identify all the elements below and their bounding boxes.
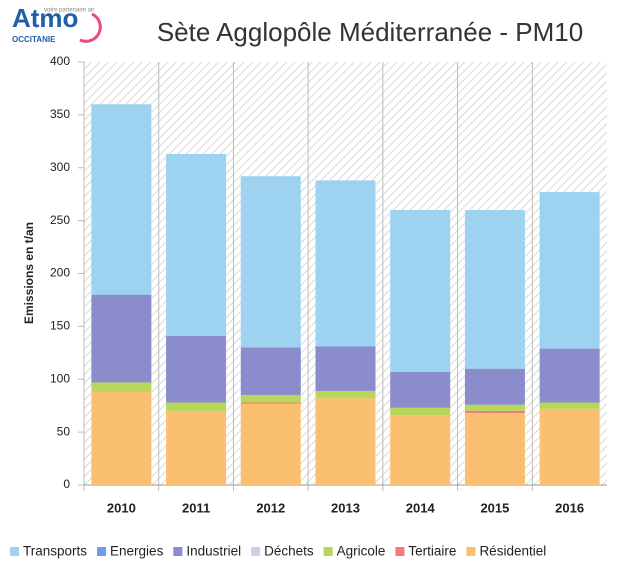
bar-segment [240, 176, 301, 348]
bar-segment [166, 402, 227, 411]
bar-segment [539, 402, 600, 409]
legend-label: Energies [110, 544, 164, 559]
x-tick-label: 2014 [406, 500, 436, 515]
x-tick-label: 2016 [555, 500, 584, 515]
bar-segment [464, 210, 525, 369]
y-tick-label: 350 [50, 107, 70, 121]
bar-segment [240, 395, 301, 403]
legend-label: Résidentiel [479, 544, 546, 559]
x-tick-label: 2010 [107, 500, 136, 515]
bar-segment [464, 413, 525, 485]
bar-segment [539, 348, 600, 403]
legend-label: Déchets [264, 544, 314, 559]
y-tick-label: 100 [50, 371, 70, 385]
y-tick-label: 150 [50, 319, 70, 333]
legend-swatch [466, 547, 476, 556]
bar-segment [464, 410, 525, 414]
bar-segment [390, 407, 451, 416]
y-tick-label: 300 [50, 160, 70, 174]
x-tick-label: 2015 [480, 500, 509, 515]
bar-segment [166, 410, 227, 485]
y-tick-label: 0 [63, 477, 70, 491]
bar-segment [390, 415, 451, 485]
y-tick-label: 250 [50, 213, 70, 227]
bar-segment [91, 391, 152, 485]
y-axis-label: Emissions en t/an [22, 222, 36, 324]
logo-name: Atmo [12, 3, 78, 33]
chart-title: Sète Agglopôle Méditerranée - PM10 [157, 17, 583, 47]
legend-swatch [173, 547, 183, 556]
bar-segment [166, 335, 227, 403]
x-tick-label: 2012 [256, 500, 285, 515]
legend-swatch [395, 547, 405, 556]
bar-segment [464, 368, 525, 405]
legend-label: Agricole [337, 544, 386, 559]
bar-segment [315, 346, 376, 391]
bar-segment [166, 154, 227, 336]
bar-segment [390, 371, 451, 408]
x-tick-label: 2013 [331, 500, 360, 515]
legend-label: Industriel [186, 544, 241, 559]
legend-swatch [323, 547, 333, 556]
logo-swoosh [79, 12, 102, 43]
y-tick-label: 400 [50, 54, 70, 68]
bar-segment [315, 398, 376, 485]
bar-segment [539, 408, 600, 485]
legend-label: Tertiaire [408, 544, 456, 559]
y-tick-label: 200 [50, 266, 70, 280]
legend-swatch [10, 547, 19, 556]
legend-label: Transports [23, 544, 87, 559]
logo-tagline: votre partenaire air [44, 8, 94, 14]
bar-segment [539, 192, 600, 349]
legend-swatch [97, 547, 107, 556]
bar-segment [240, 347, 301, 396]
bar-segment [91, 382, 152, 392]
logo-region: OCCITANIE [12, 35, 56, 44]
bar-segment [91, 104, 152, 295]
bar-segment [91, 294, 152, 383]
y-tick-label: 50 [57, 424, 71, 438]
bar-segment [464, 404, 525, 411]
bar-segment [315, 390, 376, 399]
legend-swatch [251, 547, 261, 556]
bar-segment [240, 402, 301, 404]
bar-segment [240, 403, 301, 485]
bar-segment [315, 180, 376, 347]
bar-segment [390, 210, 451, 372]
x-tick-label: 2011 [182, 500, 210, 515]
